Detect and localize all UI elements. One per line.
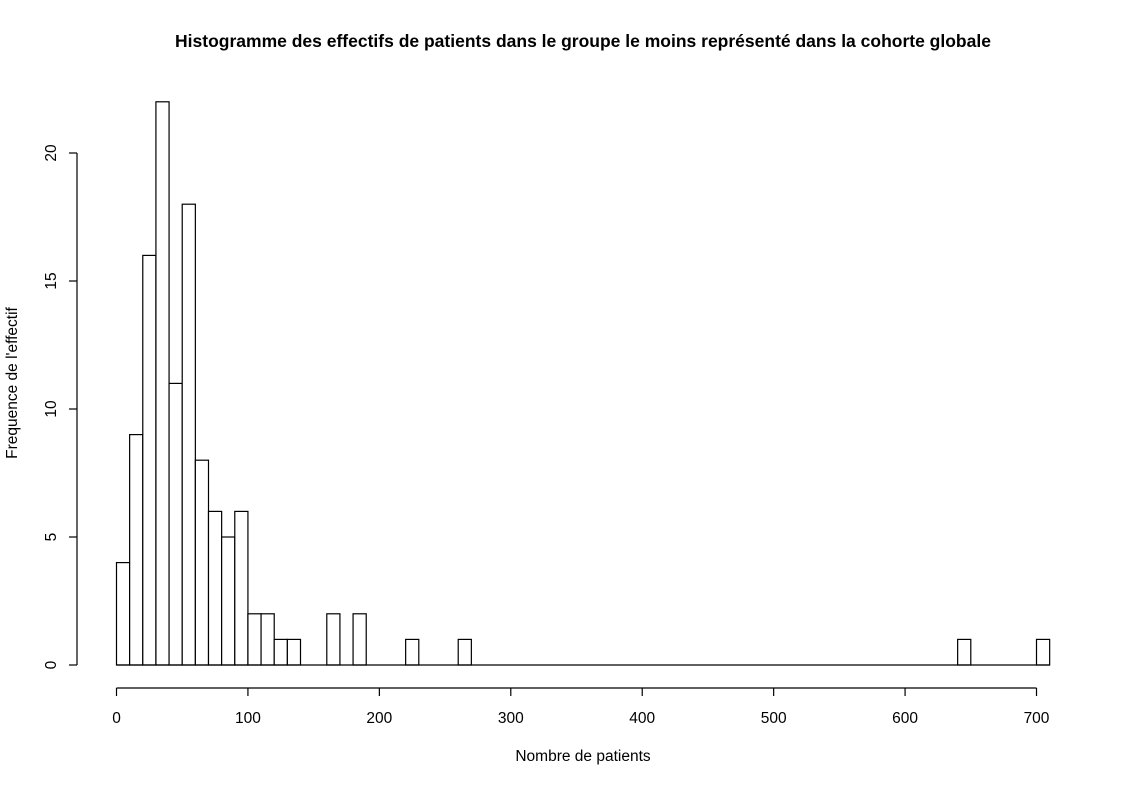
histogram-bar: [405, 638, 420, 666]
histogram-bar: [273, 638, 288, 666]
y-tick-label: 10: [43, 400, 60, 418]
histogram-bar: [155, 101, 170, 666]
x-tick-label: 300: [498, 710, 524, 727]
histogram-bar: [457, 638, 472, 666]
x-tick-label: 500: [761, 710, 787, 727]
histogram-bar: [115, 561, 131, 666]
histogram-bar: [207, 510, 223, 666]
x-axis-label: Nombre de patients: [515, 748, 651, 765]
y-axis: 0 5 10 15 20: [43, 144, 78, 669]
histogram-bar: [286, 638, 302, 666]
y-tick-label: 5: [43, 533, 60, 542]
histogram-bars: [115, 101, 1051, 666]
histogram-bar: [221, 536, 236, 666]
histogram-bar: [234, 510, 249, 666]
histogram-bar: [142, 254, 157, 666]
histogram-bar: [194, 459, 210, 666]
x-tick-label: 400: [629, 710, 655, 727]
x-tick-label: 700: [1024, 710, 1050, 727]
histogram-bar: [352, 613, 367, 666]
x-axis: 0 100 200 300 400 500 600 700: [112, 687, 1050, 727]
histogram-bar: [129, 434, 144, 666]
y-tick-label: 20: [43, 144, 60, 162]
histogram-bar: [168, 382, 183, 666]
chart-title: Histogramme des effectifs de patients da…: [175, 31, 991, 51]
histogram-bar: [957, 638, 972, 666]
histogram-bar: [326, 613, 341, 666]
histogram-bar: [1035, 638, 1051, 666]
y-axis-label: Frequence de l'effectif: [4, 306, 21, 458]
x-tick-label: 200: [366, 710, 392, 727]
histogram-bar: [247, 613, 262, 666]
histogram-bar: [260, 613, 275, 666]
x-tick-label: 0: [112, 710, 121, 727]
y-tick-label: 0: [43, 660, 60, 669]
x-tick-label: 100: [235, 710, 261, 727]
y-tick-label: 15: [43, 272, 60, 289]
x-tick-label: 600: [892, 710, 918, 727]
histogram-bar: [181, 203, 196, 666]
